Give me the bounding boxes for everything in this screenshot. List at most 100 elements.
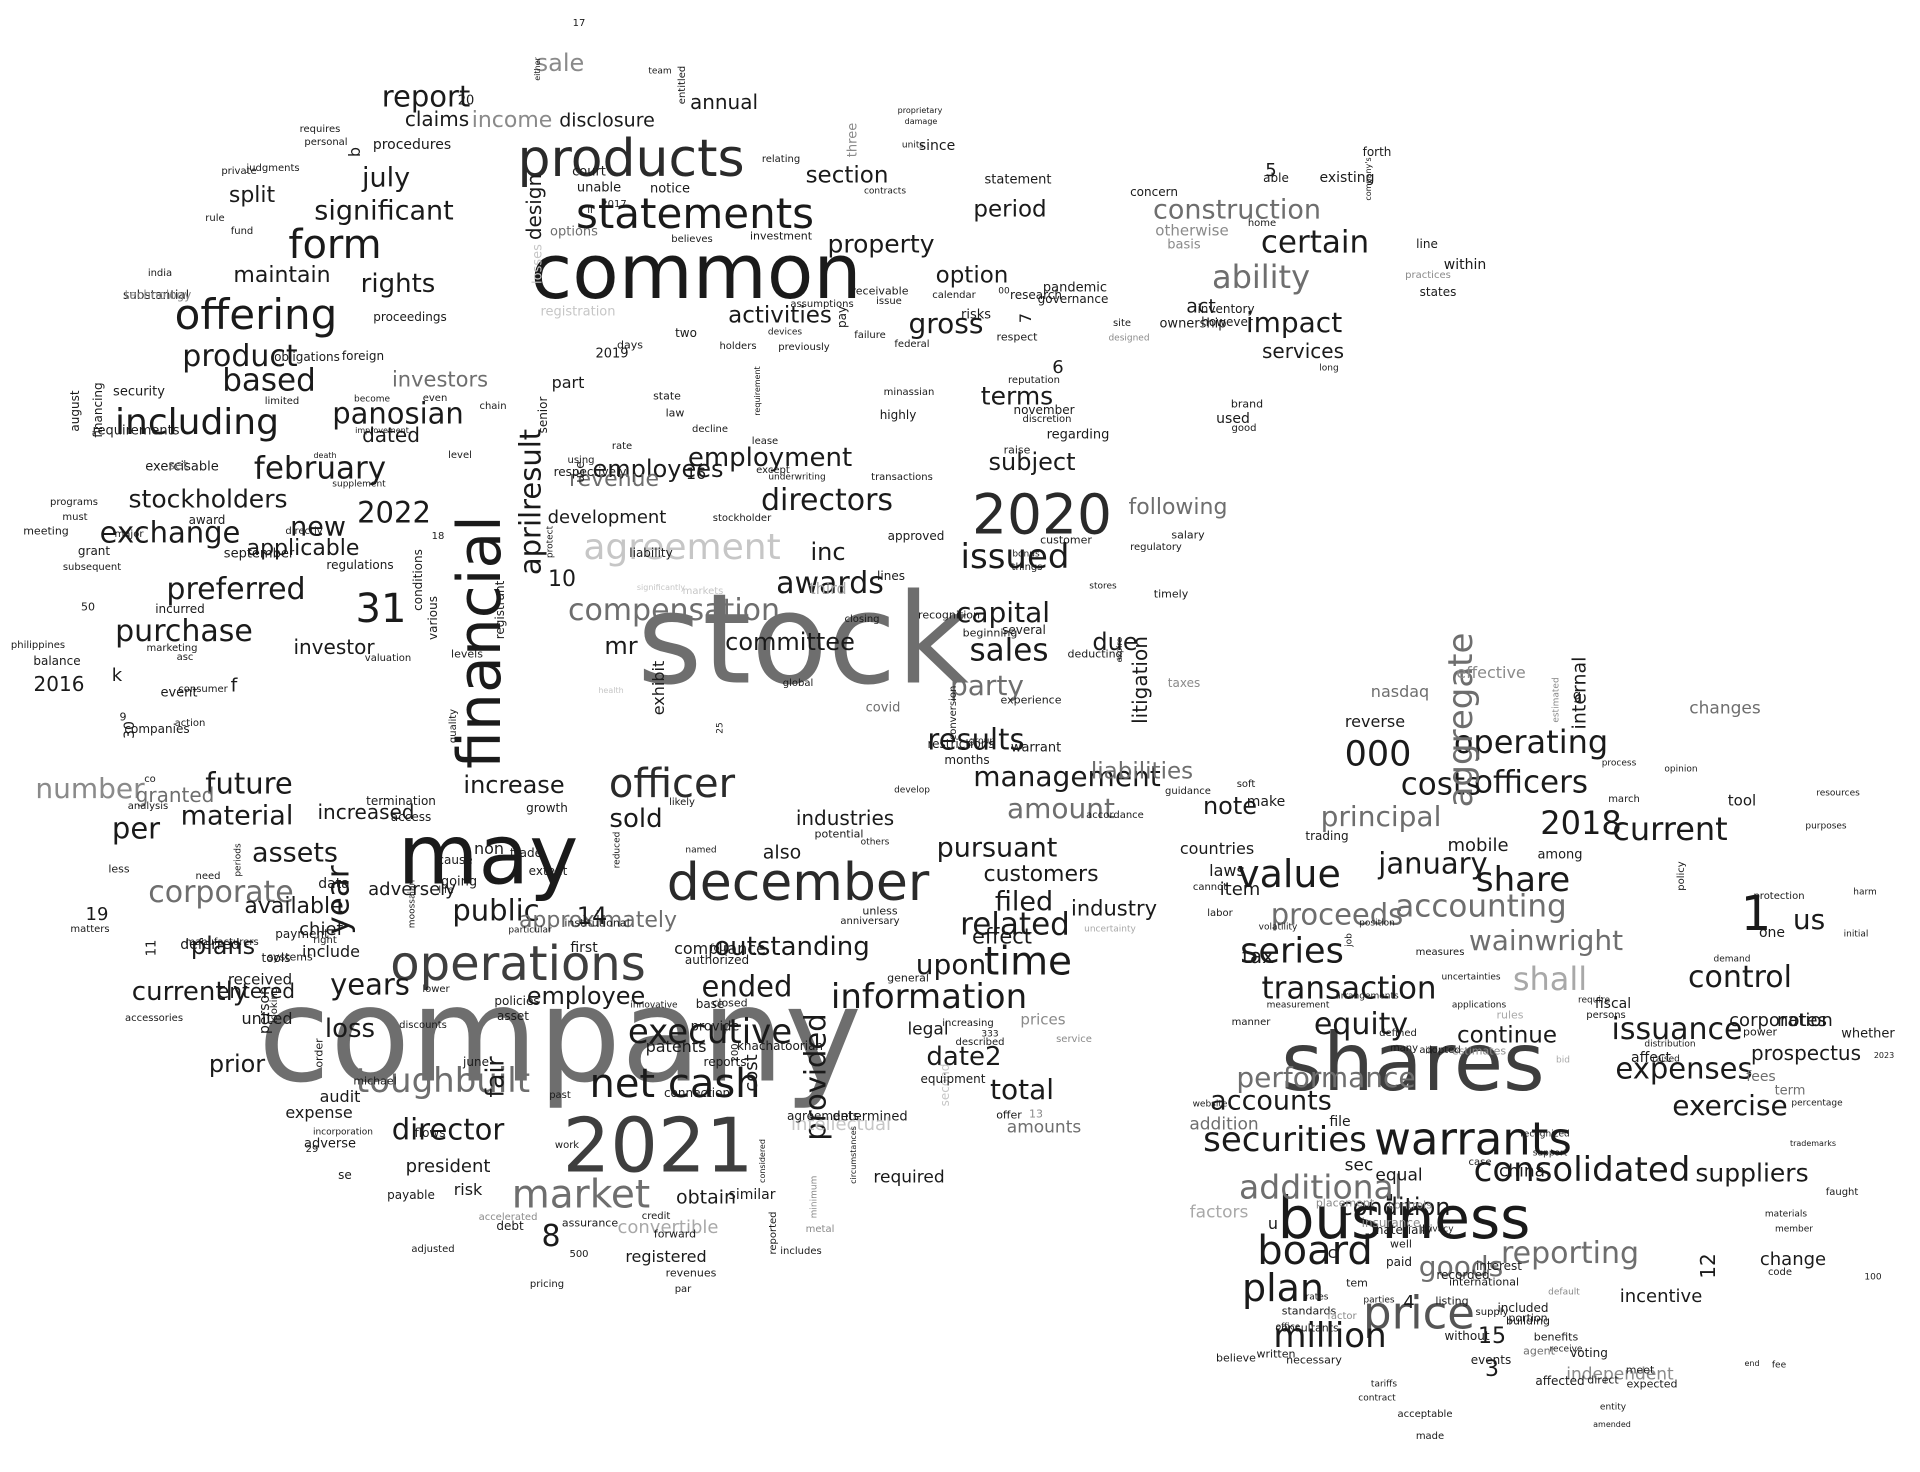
word-public: public	[452, 893, 540, 928]
word-2021: 2021	[562, 1101, 754, 1190]
word-directors: directors	[760, 483, 894, 518]
word-upon: upon	[915, 948, 987, 981]
word-directly: directly	[285, 526, 323, 537]
word-privacy: privacy	[1420, 1224, 1454, 1235]
word-changes: changes	[1689, 698, 1761, 719]
word-determined: determined	[832, 1109, 908, 1125]
word-4: 4	[1403, 1292, 1415, 1313]
word-states: states	[1419, 285, 1457, 299]
word-portion: portion	[1508, 1311, 1548, 1325]
word-ended: ended	[701, 969, 793, 1004]
word-assumptions: assumptions	[790, 299, 854, 310]
word-necessary: necessary	[1286, 1353, 1342, 1367]
word-20: 20	[457, 93, 475, 109]
word-reputation: reputation	[1008, 375, 1060, 386]
word-basis: basis	[1167, 237, 1201, 253]
word-chain: chain	[479, 401, 507, 412]
word-entitled: entitled	[677, 65, 688, 105]
word-price: price	[1363, 1286, 1475, 1340]
word-shall: shall	[1512, 960, 1588, 998]
word-systems: systems	[267, 950, 313, 964]
word-sales: sales	[969, 632, 1049, 669]
word-incentive: incentive	[1619, 1286, 1703, 1307]
word-demand: demand	[1713, 954, 1751, 965]
word-several: several	[1002, 623, 1046, 637]
word-stock: stock	[637, 567, 969, 713]
word-insurance: insurance	[1361, 1216, 1421, 1230]
word-co: co	[144, 774, 156, 785]
word-long: long	[1319, 363, 1339, 374]
word-f: f	[230, 674, 238, 697]
word-conditions: conditions	[411, 549, 425, 611]
word-reduced: reduced	[612, 831, 623, 869]
word-regulatory: regulatory	[1130, 542, 1182, 553]
word-9: 9	[119, 710, 127, 724]
word-note: note	[1202, 792, 1258, 820]
word-volatility: volatility	[1258, 922, 1298, 933]
word-must: must	[62, 512, 88, 523]
word-potential: potential	[814, 827, 864, 841]
word-taxes: taxes	[1167, 676, 1201, 690]
word-future: future	[205, 766, 293, 801]
word-control: control	[1688, 960, 1792, 995]
word-rule: rule	[205, 213, 225, 224]
word-incorporation: incorporation	[312, 1127, 374, 1138]
word-group: group	[968, 736, 996, 747]
word-khachatoorian: khachatoorian	[736, 1039, 824, 1053]
word-reports: reports	[703, 1055, 747, 1069]
word-flows: flows	[414, 1126, 446, 1140]
word-3: 3	[1485, 1357, 1499, 1382]
word-expected: expected	[1626, 1377, 1678, 1391]
word-proceedings: proceedings	[373, 310, 447, 324]
word-life: life	[438, 885, 454, 896]
word-aprilresult: aprilresult	[513, 428, 548, 576]
word-february: february	[253, 450, 387, 487]
word-amended: amended	[1593, 1420, 1631, 1429]
word-suppliers: suppliers	[1695, 1158, 1809, 1188]
word-requirement: requirement	[753, 366, 762, 416]
word-contracts: contracts	[863, 186, 907, 197]
word-payable: payable	[387, 1188, 435, 1202]
word-subject: subject	[988, 448, 1076, 476]
word-currently: currently	[131, 977, 249, 1007]
word-manufacturers: manufacturers	[185, 937, 259, 948]
word-work: work	[554, 1140, 580, 1151]
word-bonus: bonus	[1012, 549, 1040, 560]
word-website: website	[1192, 1099, 1228, 1110]
word-statements: statements	[575, 189, 815, 238]
word-security: security	[113, 384, 165, 400]
word-revenues: revenues	[665, 1266, 717, 1280]
word-plans: plans	[190, 932, 256, 960]
word-term: term	[1774, 1083, 1806, 1099]
word-anniversary: anniversary	[840, 916, 900, 927]
word-mobile: mobile	[1447, 835, 1509, 856]
word-16: 16	[685, 464, 707, 483]
word-revenue: revenue	[568, 467, 660, 492]
word-well: well	[1390, 1237, 1412, 1251]
word-claims: claims	[404, 107, 470, 131]
word-consolidated: consolidated	[1473, 1150, 1691, 1190]
word-action: action	[174, 718, 206, 729]
word-7: 7	[1016, 312, 1035, 324]
word-moossaian: moossaian	[407, 879, 418, 929]
word-company-s: company's	[1364, 157, 1373, 201]
word-increased: increased	[317, 800, 415, 824]
word-power: power	[1743, 1025, 1777, 1039]
word-data: data	[318, 876, 350, 892]
word-transaction: transaction	[1261, 970, 1437, 1007]
word-customer: customer	[1040, 533, 1092, 547]
word-arrangements: arrangements	[1335, 991, 1399, 1002]
word-affected: affected	[1535, 1374, 1585, 1388]
word-due: due	[1092, 628, 1138, 656]
word-regulations: regulations	[326, 558, 394, 572]
word-governance: governance	[1037, 292, 1109, 306]
word-31: 31	[355, 586, 407, 632]
word-global: global	[782, 678, 814, 689]
word-adjusted: adjusted	[411, 1244, 455, 1255]
word-within: within	[1443, 257, 1487, 273]
word-companies: companies	[124, 722, 190, 736]
word-lower: lower	[422, 984, 450, 995]
word-net-cash: net cash	[589, 1061, 761, 1107]
word-results: results	[927, 722, 1025, 757]
word-outstanding: outstanding	[714, 932, 870, 962]
